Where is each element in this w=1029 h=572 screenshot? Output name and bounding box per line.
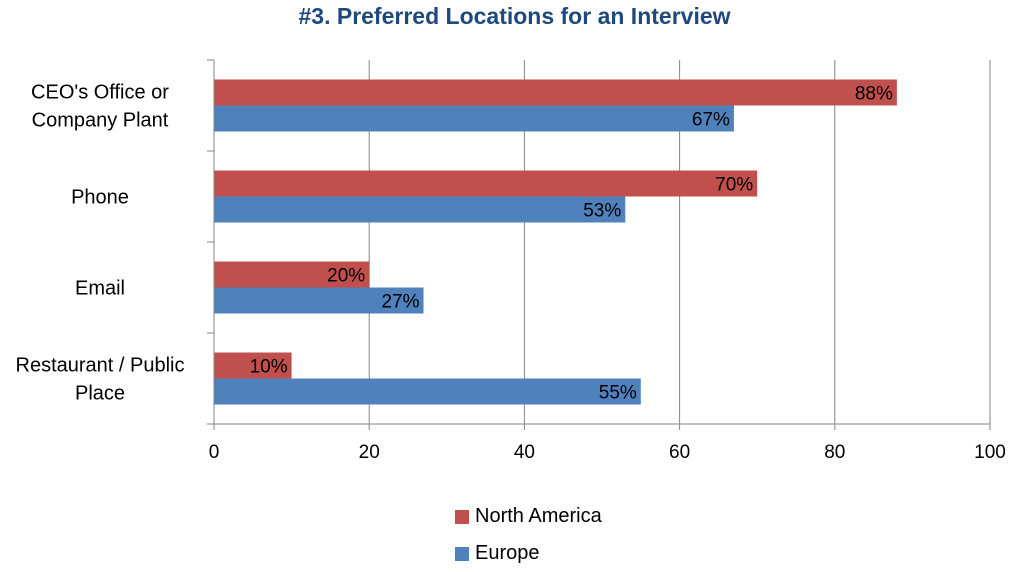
data-label-north-america-email: 20% xyxy=(327,266,365,287)
data-label-europe-restaurant-public-place: 55% xyxy=(599,383,637,404)
data-label-north-america-ceo-s-office-or-company-plant: 88% xyxy=(855,84,893,105)
category-label-phone: Phone xyxy=(71,187,129,209)
chart-title: #3. Preferred Locations for an Interview xyxy=(298,3,731,29)
data-label-europe-phone: 53% xyxy=(583,201,621,222)
bar-north-america-phone xyxy=(214,170,758,197)
bar-north-america-ceo-s-office-or-company-plant xyxy=(214,79,897,106)
x-tick-label-100: 100 xyxy=(974,442,1006,463)
legend-swatch-europe xyxy=(455,546,469,561)
x-tick-label-20: 20 xyxy=(359,442,380,463)
legend: North America Europe xyxy=(455,498,602,572)
x-tick-label-40: 40 xyxy=(514,442,535,463)
x-tick-label-0: 0 xyxy=(209,442,220,463)
legend-label-north-america: North America xyxy=(475,505,602,527)
data-label-europe-ceo-s-office-or-company-plant: 67% xyxy=(692,110,730,131)
bar-europe-ceo-s-office-or-company-plant xyxy=(214,105,734,132)
data-label-north-america-restaurant-public-place: 10% xyxy=(250,357,288,378)
category-label-email: Email xyxy=(75,278,125,300)
bar-europe-restaurant-public-place xyxy=(214,378,641,405)
category-label-ceo-s-office-or-company-plant: CEO's Office or Company Plant xyxy=(31,82,169,132)
bar-north-america-email xyxy=(214,261,370,288)
category-label-restaurant-public-place: Restaurant / Public Place xyxy=(16,355,185,405)
labels: 0 20 40 60 80 100 CEO's Office or Company Plant… xyxy=(16,82,1006,464)
x-tick-label-80: 80 xyxy=(824,442,845,463)
axes xyxy=(207,59,991,430)
data-label-europe-email: 27% xyxy=(381,292,419,313)
legend-item-north-america: North America xyxy=(455,498,602,535)
legend-swatch-north-america xyxy=(455,509,469,524)
x-tick-label-60: 60 xyxy=(669,442,690,463)
bars xyxy=(214,79,897,405)
legend-item-europe: Europe xyxy=(455,535,602,572)
legend-label-europe: Europe xyxy=(475,542,540,564)
bar-europe-email xyxy=(214,287,424,314)
bar-europe-phone xyxy=(214,196,626,223)
data-label-north-america-phone: 70% xyxy=(715,175,753,196)
bar-north-america-restaurant-public-place xyxy=(214,352,292,379)
